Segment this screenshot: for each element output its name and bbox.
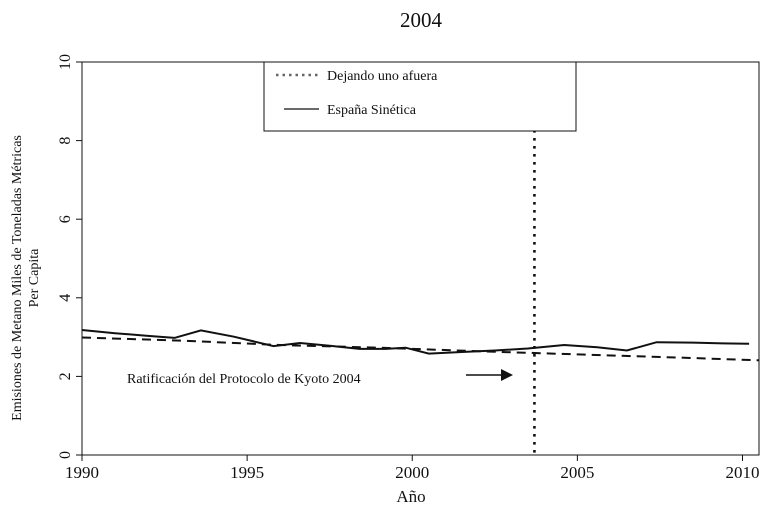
y-tick-label: 10 (57, 54, 74, 70)
y-tick-label: 0 (57, 451, 74, 459)
x-tick-label: 2000 (395, 463, 429, 482)
x-tick-label: 2010 (725, 463, 759, 482)
y-tick-label: 2 (57, 372, 74, 380)
y-tick-label: 6 (57, 215, 74, 223)
annotation-text: Ratificación del Protocolo de Kyoto 2004 (127, 372, 361, 387)
x-tick-label: 2005 (560, 463, 594, 482)
x-axis-label: Año (396, 487, 425, 506)
series-line-espana-sinetica (81, 329, 750, 355)
legend-label-dejando: Dejando uno afuera (327, 69, 438, 84)
y-tick-label: 8 (57, 137, 74, 145)
legend-label-espana: España Sinética (327, 103, 417, 118)
y-axis-label-line2: Per Capita (27, 248, 42, 307)
x-tick-label: 1995 (230, 463, 264, 482)
axis-ticks: 1990 1995 2000 2005 2010 0 2 4 6 8 10 (57, 54, 759, 482)
legend: Dejando uno afuera España Sinética (263, 61, 577, 132)
legend-box (263, 61, 577, 132)
series-line-dejando-uno-afuera (81, 336, 760, 362)
annotation-arrow-head (501, 369, 513, 381)
y-axis-label: Emisiones de Metano Miles de Toneladas M… (10, 135, 25, 421)
y-tick-label: 4 (57, 294, 74, 302)
series-group (81, 130, 760, 455)
x-tick-label: 1990 (65, 463, 99, 482)
annotation: Ratificación del Protocolo de Kyoto 2004 (127, 369, 513, 387)
chart-title: 2004 (400, 8, 443, 32)
y-axis-title: Emisiones de Metano Miles de Toneladas M… (10, 135, 42, 421)
